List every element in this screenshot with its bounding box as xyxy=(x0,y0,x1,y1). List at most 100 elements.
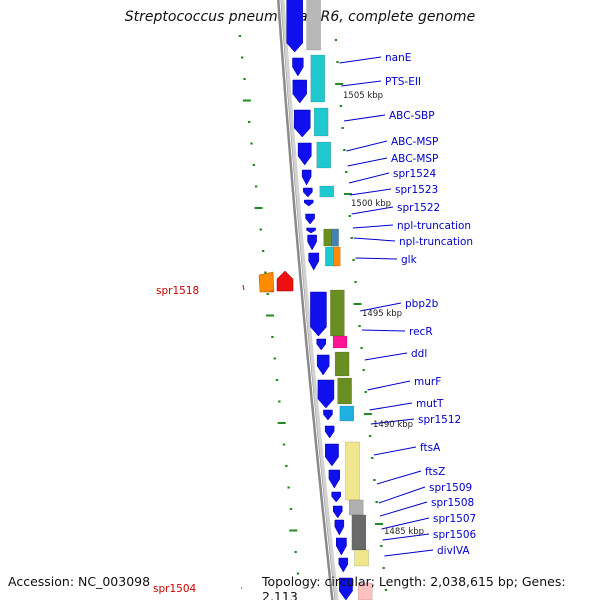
kbp-marker-label: 1485 kbp xyxy=(384,527,424,537)
category-block xyxy=(357,582,373,600)
cds-arrow xyxy=(339,577,353,600)
gene-leader-line xyxy=(384,549,434,557)
gene-leader-line xyxy=(355,257,398,260)
gene-leader-line xyxy=(347,157,388,167)
gene-label-forward: PTS-EII xyxy=(385,76,421,88)
genome-backbone xyxy=(276,0,336,600)
category-block xyxy=(349,499,364,516)
gene-leader-line xyxy=(339,56,382,64)
gene-leader-line xyxy=(376,470,422,485)
gene-label-forward: spr1507 xyxy=(433,513,476,525)
cds-arrow xyxy=(316,354,330,376)
cds-arrow xyxy=(301,169,312,186)
gene-leader-line xyxy=(382,533,430,541)
gene-leader-line xyxy=(381,517,430,530)
reverse-leader-line xyxy=(242,284,245,291)
kbp-marker-label: 1505 kbp xyxy=(343,91,383,101)
category-block xyxy=(334,351,350,377)
gene-label-forward: nanE xyxy=(385,52,411,64)
gene-leader-line xyxy=(364,352,408,361)
cds-arrow xyxy=(286,0,303,53)
gene-label-forward: glk xyxy=(401,254,418,266)
gene-leader-line xyxy=(343,114,386,122)
gene-leader-line xyxy=(346,140,388,152)
cds-arrow xyxy=(307,234,317,251)
category-block xyxy=(337,377,352,405)
gene-leader-line xyxy=(378,486,426,504)
gene-leader-line xyxy=(370,418,415,425)
cds-arrow xyxy=(303,187,313,198)
gene-label-reverse: spr1504 xyxy=(153,583,196,595)
kbp-marker-label: 1500 kbp xyxy=(351,199,391,209)
reverse-cds-block xyxy=(258,271,275,293)
gene-label-forward: npl-truncation xyxy=(399,236,473,248)
cds-arrow xyxy=(306,227,316,234)
cds-arrow xyxy=(303,199,314,207)
topology-summary: Topology: circular; Length: 2,038,615 bp… xyxy=(262,574,566,600)
gene-leader-line xyxy=(348,172,390,184)
gene-label-forward: spr1509 xyxy=(429,482,472,494)
cds-arrow xyxy=(336,537,347,556)
gene-label-forward: murF xyxy=(414,376,441,388)
gene-leader-line xyxy=(351,206,394,215)
cds-arrow xyxy=(325,443,339,467)
gene-label-forward: pbp2b xyxy=(405,298,439,310)
kbp-marker-label: 1490 kbp xyxy=(373,420,413,430)
kbp-marker-label: 1495 kbp xyxy=(362,309,402,319)
gene-leader-line xyxy=(352,224,394,229)
gene-leader-line xyxy=(341,80,382,87)
backbone-highlight xyxy=(279,0,335,600)
category-block xyxy=(345,441,360,501)
category-block xyxy=(332,335,348,349)
gene-leader-line xyxy=(380,501,428,517)
category-block xyxy=(319,185,335,198)
gene-label-reverse: spr1518 xyxy=(156,285,199,297)
reverse-cds-shadow xyxy=(268,290,273,292)
gene-leader-line xyxy=(353,237,396,242)
accession-text: Accession: NC_003098 xyxy=(8,574,151,589)
gene-leader-line xyxy=(361,329,406,332)
cds-arrow xyxy=(292,57,304,77)
category-block xyxy=(316,141,332,169)
cds-arrow xyxy=(332,505,343,519)
gene-label-forward: spr1524 xyxy=(393,168,436,180)
cds-arrow xyxy=(292,79,307,104)
gene-leader-line xyxy=(369,402,413,411)
cds-arrow xyxy=(316,338,327,351)
cds-arrow xyxy=(323,409,333,421)
gene-leader-line xyxy=(360,302,402,312)
gene-leader-line xyxy=(349,188,392,196)
gene-label-forward: recR xyxy=(409,326,433,338)
gene-label-forward: spr1506 xyxy=(433,529,476,541)
reverse-cds-arrow xyxy=(276,270,294,292)
gene-label-forward: divIVA xyxy=(437,545,470,557)
category-block xyxy=(331,228,339,247)
gene-label-forward: ddl xyxy=(411,348,427,360)
gene-label-forward: mutT xyxy=(416,398,444,410)
category-block xyxy=(330,289,345,337)
cds-arrow xyxy=(317,379,335,409)
cds-arrow xyxy=(324,425,335,439)
gene-label-forward: ftsZ xyxy=(425,466,445,478)
category-block xyxy=(310,54,326,103)
gene-label-forward: ABC-SBP xyxy=(389,110,435,122)
gene-label-forward: spr1522 xyxy=(397,202,440,214)
cds-arrow xyxy=(328,469,341,489)
gene-leader-line xyxy=(373,446,417,456)
gene-label-forward: spr1512 xyxy=(418,414,461,426)
category-block xyxy=(333,246,341,267)
cds-arrow xyxy=(331,491,341,503)
gene-label-forward: ABC-MSP xyxy=(391,153,438,165)
cds-arrow xyxy=(334,519,345,536)
cds-arrow xyxy=(297,142,312,166)
gene-label-forward: npl-truncation xyxy=(397,220,471,232)
backbone-shadow xyxy=(277,0,339,600)
cds-arrow xyxy=(308,252,320,271)
category-block xyxy=(313,107,329,137)
category-block xyxy=(351,514,367,551)
category-block xyxy=(354,549,369,567)
category-block xyxy=(306,0,321,51)
gene-label-forward: ABC-MSP xyxy=(391,136,438,148)
cds-arrow xyxy=(338,557,349,573)
